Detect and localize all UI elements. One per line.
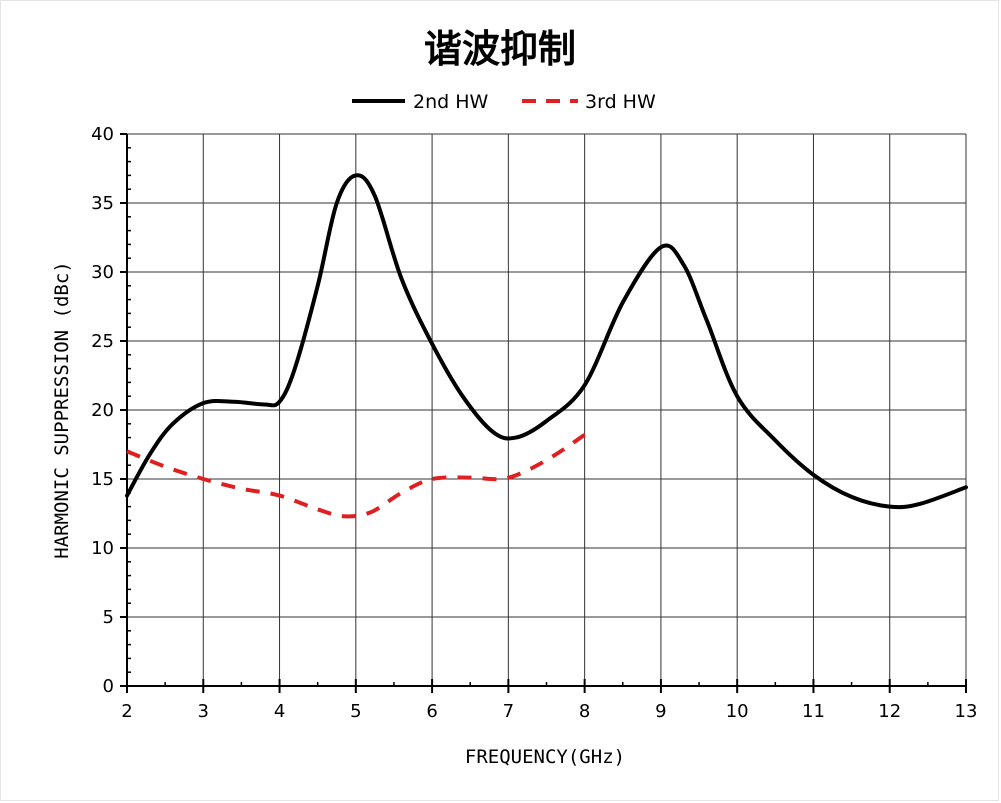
- y-axis-label: HARMONIC SUPPRESSION (dBc): [51, 261, 73, 558]
- x-tick-label: 11: [802, 701, 825, 722]
- y-tick-label: 10: [91, 538, 114, 559]
- y-tick-label: 25: [91, 331, 114, 352]
- series: [125, 173, 968, 519]
- series-line-3rd-hw: [126, 433, 586, 519]
- y-tick-label: 30: [91, 262, 114, 283]
- x-tick-label: 6: [426, 701, 437, 722]
- y-tick-label: 40: [91, 124, 114, 145]
- x-tick-label: 13: [955, 701, 978, 722]
- x-tick-label: 7: [503, 701, 514, 722]
- chart-title: 谐波抑制: [424, 26, 576, 71]
- x-tick-label: 9: [655, 701, 666, 722]
- x-tick-label: 5: [350, 701, 361, 722]
- grid: [127, 133, 967, 686]
- y-tick-label: 0: [103, 676, 114, 697]
- x-tick-label: 2: [121, 701, 132, 722]
- x-tick-label: 4: [274, 701, 285, 722]
- x-axis-label: FREQUENCY(GHz): [465, 746, 625, 768]
- y-tick-label: 20: [91, 400, 114, 421]
- y-tick-label: 5: [103, 607, 114, 628]
- axes: [120, 133, 967, 693]
- y-tick-label: 15: [91, 469, 114, 490]
- legend: 2nd HW 3rd HW: [352, 91, 656, 113]
- x-tick-label: 12: [878, 701, 901, 722]
- x-tick-label: 10: [726, 701, 749, 722]
- x-tick-label: 8: [579, 701, 590, 722]
- y-tick-labels: 0 5 10 15 20 25 30 35 40: [91, 124, 114, 697]
- x-tick-label: 3: [198, 701, 209, 722]
- x-tick-labels: 2 3 4 5 6 7 8 9 10 11 12 13: [121, 701, 977, 722]
- legend-label-3rd-hw: 3rd HW: [585, 91, 656, 113]
- series-line-2nd-hw: [125, 173, 968, 510]
- y-tick-label: 35: [91, 193, 114, 214]
- legend-label-2nd-hw: 2nd HW: [413, 91, 489, 113]
